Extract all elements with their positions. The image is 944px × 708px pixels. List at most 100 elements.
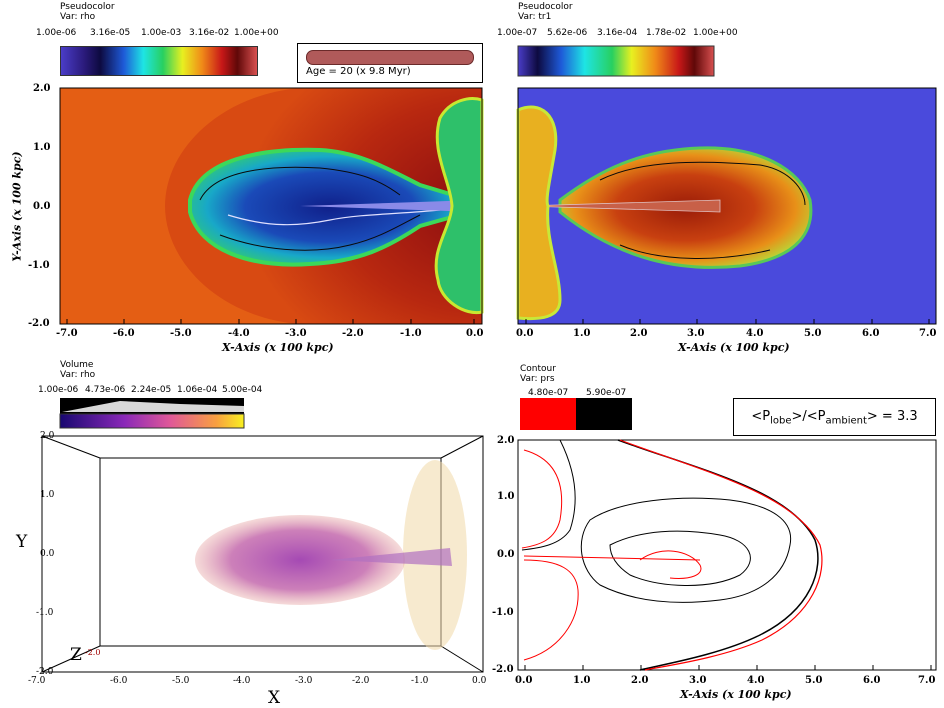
age-label: Age = 20 (x 9.8 Myr) [306,66,411,77]
bounding-box-edge [440,435,484,459]
x-tick: 7.0 [919,328,937,339]
x-tick: -7.0 [28,676,46,686]
z-tick: -2.0 [85,648,101,657]
x-tick: 6.0 [862,328,880,339]
y-tick: -2.0 [28,318,50,329]
y-tick: 2.0 [33,83,51,94]
x-tick: 0.0 [466,328,484,339]
volume-colorbar [59,413,245,429]
x-tick: -7.0 [56,328,78,339]
bounding-box-edge [41,435,101,459]
plot-frame [59,87,483,325]
x-tick: -3.0 [285,328,307,339]
x-tick: 0.0 [472,676,487,686]
legend-swatch-black [576,398,632,430]
colorbar-tick: 3.16e-04 [597,28,638,38]
bounding-box-edge [41,645,101,673]
y-tick: 1.0 [40,490,55,500]
x-tick: 1.0 [573,675,591,686]
contour-line [219,214,421,251]
ratio-subscript: ambient [825,415,867,427]
colorbar-tick: 3.16e-02 [189,28,230,38]
x-tick: -6.0 [110,676,128,686]
z-axis-title: Z [70,645,82,665]
hotspot-region [434,97,484,315]
x-axis-title: X-Axis (x 100 kpc) [222,341,334,354]
y-tick: 2.0 [40,431,55,441]
y-tick: 0.0 [40,549,55,559]
legend-title: Pseudocolor [60,2,115,12]
x-axis-title: X [268,688,281,708]
colorbar-tick: 1.00e+00 [234,28,279,38]
jet [523,199,721,213]
y-axis-title: Y [16,532,28,552]
plot-frame [517,87,937,325]
y-tick: 2.0 [497,435,515,446]
x-tick: 0.0 [515,675,533,686]
rho-plot [59,87,484,325]
x-tick: 2.0 [631,675,649,686]
x-tick: -1.0 [400,328,422,339]
jet-contour [523,555,701,561]
ratio-subscript: lobe [770,415,792,427]
x-tick: -6.0 [113,328,135,339]
legend-title: Volume [60,360,94,370]
x-tick: 5.0 [804,328,822,339]
x-tick: -3.0 [295,676,313,686]
y-tick: -2.0 [492,664,514,675]
y-axis-title: Y-Axis (x 100 kpc) [10,151,24,262]
legend-var: Var: rho [60,12,96,22]
x-tick: -5.0 [170,328,192,339]
contour-line [639,550,702,579]
ratio-text: >/<P [791,409,826,424]
x-tick: 3.0 [689,675,707,686]
contour-level: 4.80e-07 [528,388,569,398]
bow-shock-contour-red [619,439,823,671]
bounding-box-front [41,435,484,673]
x-tick: 0.0 [516,328,534,339]
y-tick: 1.0 [497,491,515,502]
plot-frame [517,439,937,671]
x-tick: 7.0 [918,675,936,686]
x-tick: 3.0 [687,328,705,339]
colorbar-tick: 1.00e-06 [36,28,77,38]
contour-line [227,209,441,226]
x-axis-title: X-Axis (x 100 kpc) [680,688,792,701]
lobe-cloud [195,515,405,605]
colorbar-tick: 5.62e-06 [547,28,588,38]
colorbar-tick: 1.00e+00 [693,28,738,38]
contour-line [523,559,579,661]
opacity-map-curve [62,401,244,412]
age-bar [306,50,474,65]
contour-line [619,244,771,259]
hotspot-region [516,105,562,321]
x-tick: 2.0 [630,328,648,339]
y-tick: -1.0 [492,607,514,618]
age-box: Age = 20 (x 9.8 Myr) [297,43,483,83]
tr1-colorbar [517,45,715,77]
y-tick: -1.0 [36,608,54,618]
contour-line [199,166,401,201]
bounding-box-edge [440,645,484,673]
y-tick: 0.0 [33,201,51,212]
tr1-plot [516,87,937,325]
x-tick: -5.0 [172,676,190,686]
pressure-ratio-box: <Plobe>/<Pambient> = 3.3 [733,398,936,436]
bow-shock-contour-black [617,439,819,671]
ratio-text: <P [751,409,771,424]
colorbar-tick: 2.24e-05 [131,385,172,395]
contour-line [521,439,576,551]
legend-var: Var: prs [520,374,555,384]
contour-level: 5.90e-07 [586,388,627,398]
colorbar-tick: 1.00e-06 [38,385,79,395]
y-tick: -1.0 [28,260,50,271]
legend-var: Var: rho [60,370,96,380]
colorbar-tick: 1.78e-02 [646,28,687,38]
y-tick: -2.0 [36,667,54,677]
legend-title: Contour [520,364,556,374]
jet [330,548,452,566]
ratio-text: > = 3.3 [866,409,918,424]
legend-title: Pseudocolor [518,2,573,12]
contour-plot [517,398,937,671]
